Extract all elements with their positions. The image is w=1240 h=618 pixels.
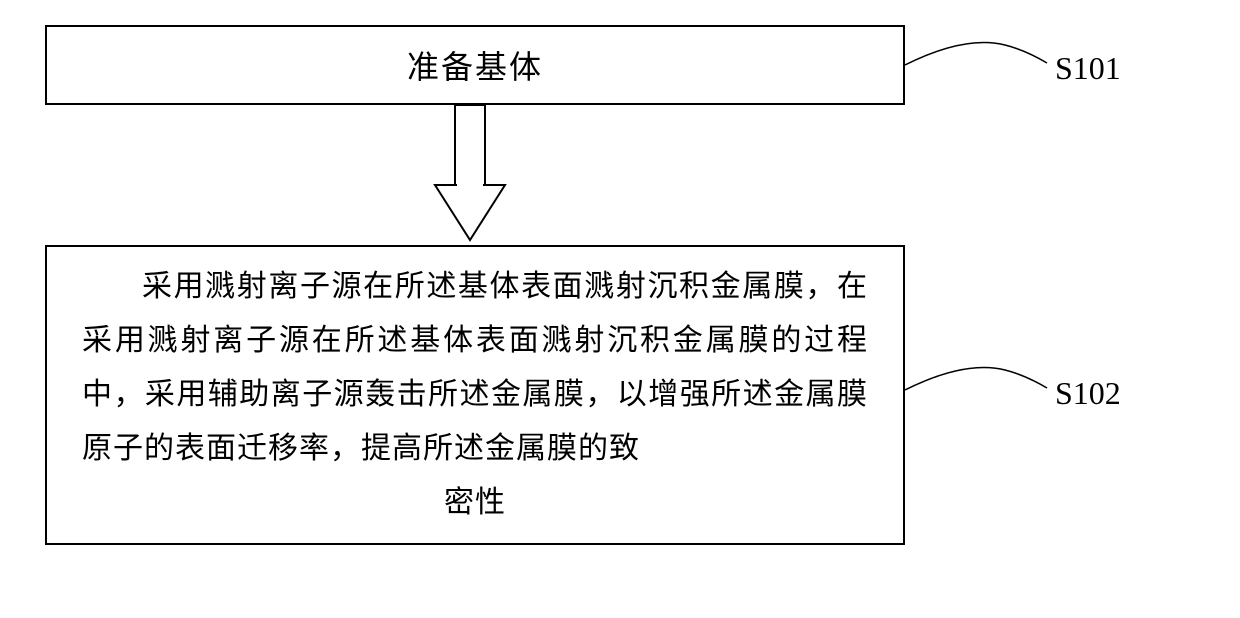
arrow-down — [420, 105, 520, 245]
step-2-box: 采用溅射离子源在所述基体表面溅射沉积金属膜，在采用溅射离子源在所述基体表面溅射沉… — [45, 245, 905, 545]
step-2-label: S102 — [1055, 375, 1121, 412]
connector-2 — [905, 355, 1050, 415]
step-2-text-last: 密性 — [82, 476, 868, 530]
step-1-label: S101 — [1055, 50, 1121, 87]
connector-1 — [905, 30, 1050, 90]
step-2-text-main: 采用溅射离子源在所述基体表面溅射沉积金属膜，在采用溅射离子源在所述基体表面溅射沉… — [82, 270, 868, 465]
step-1-box: 准备基体 — [45, 25, 905, 105]
step-1-text: 准备基体 — [407, 42, 543, 88]
step-2-text: 采用溅射离子源在所述基体表面溅射沉积金属膜，在采用溅射离子源在所述基体表面溅射沉… — [82, 260, 868, 530]
arrow-icon — [420, 105, 520, 245]
flowchart-container: 准备基体 采用溅射离子源在所述基体表面溅射沉积金属膜，在采用溅射离子源在所述基体… — [0, 0, 1240, 618]
